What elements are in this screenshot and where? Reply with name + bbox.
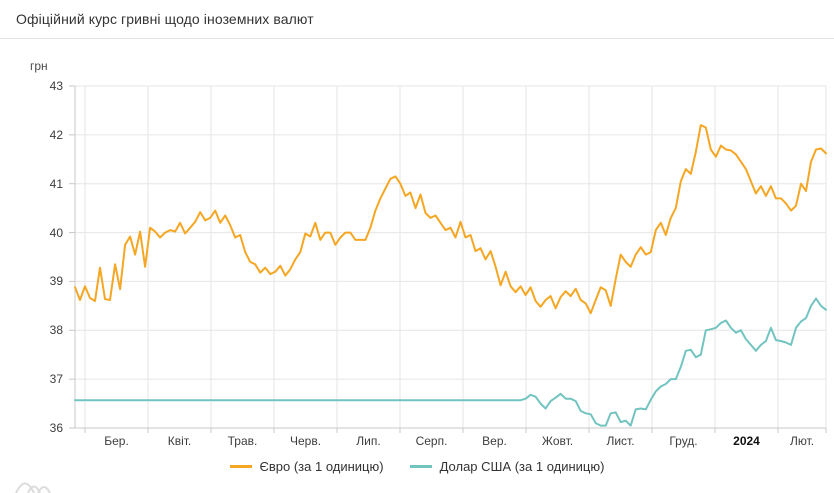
y-axis-label: 40	[49, 225, 63, 240]
x-axis-label: Лют.	[789, 434, 815, 448]
y-axis-label: 37	[49, 372, 63, 387]
y-axis-label: 43	[49, 79, 63, 93]
y-axis-unit-label: грн	[30, 59, 48, 73]
watermark-logo	[15, 482, 51, 493]
x-axis-label: Серп.	[415, 434, 448, 448]
euro-legend-label: Євро (за 1 одиницю)	[259, 459, 384, 474]
y-axis-label: 39	[49, 274, 63, 289]
y-axis-label: 36	[49, 421, 63, 435]
legend: Євро (за 1 одиницю) Долар США (за 1 один…	[0, 459, 834, 474]
x-axis-label: 2024	[733, 434, 760, 448]
y-axis-label: 42	[49, 127, 63, 142]
legend-item-dollar: Долар США (за 1 одиницю)	[409, 459, 605, 474]
header-divider	[0, 38, 834, 39]
dollar-legend-label: Долар США (за 1 одиницю)	[439, 459, 605, 474]
x-axis-label: Жовт.	[541, 434, 574, 448]
y-axis-label: 41	[49, 176, 63, 191]
euro-series-line	[74, 124, 827, 315]
legend-item-euro: Євро (за 1 одиницю)	[229, 459, 384, 474]
x-axis-label: Груд.	[669, 434, 698, 448]
euro-legend-marker	[229, 465, 252, 468]
y-axis-label: 38	[49, 323, 63, 338]
dollar-legend-marker	[409, 465, 432, 468]
x-axis-label: Бер.	[104, 434, 129, 448]
x-axis-label: Черв.	[289, 434, 322, 448]
x-axis-label: Лип.	[356, 434, 381, 448]
x-axis-label: Лист.	[606, 434, 635, 448]
page-title: Офіційний курс гривні щодо іноземних вал…	[16, 11, 314, 27]
dollar-series-line	[74, 297, 827, 427]
x-axis-label: Трав.	[227, 434, 258, 448]
x-axis-label: Вер.	[482, 434, 507, 448]
x-axis-label: Квіт.	[167, 434, 192, 448]
